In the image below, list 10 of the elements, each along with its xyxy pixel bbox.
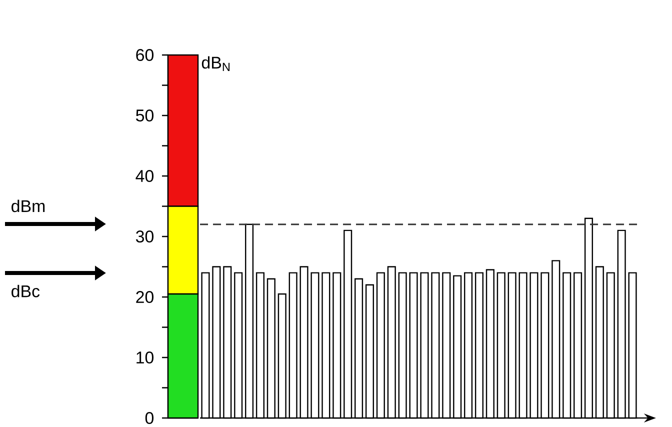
text: dBc: [12, 284, 40, 298]
y-tick-label: 0: [145, 412, 154, 424]
y-tick-label: 60: [136, 49, 154, 62]
annotation: dB$_{N}$: [202, 56, 230, 72]
y-tick-label: 50: [136, 110, 154, 122]
y-tick-label: 30: [136, 230, 154, 243]
y-tick-label: 10: [136, 352, 154, 364]
text: dBm: [12, 200, 45, 212]
y-tick-label: 20: [136, 291, 154, 304]
y-tick-label: 40: [136, 170, 154, 182]
